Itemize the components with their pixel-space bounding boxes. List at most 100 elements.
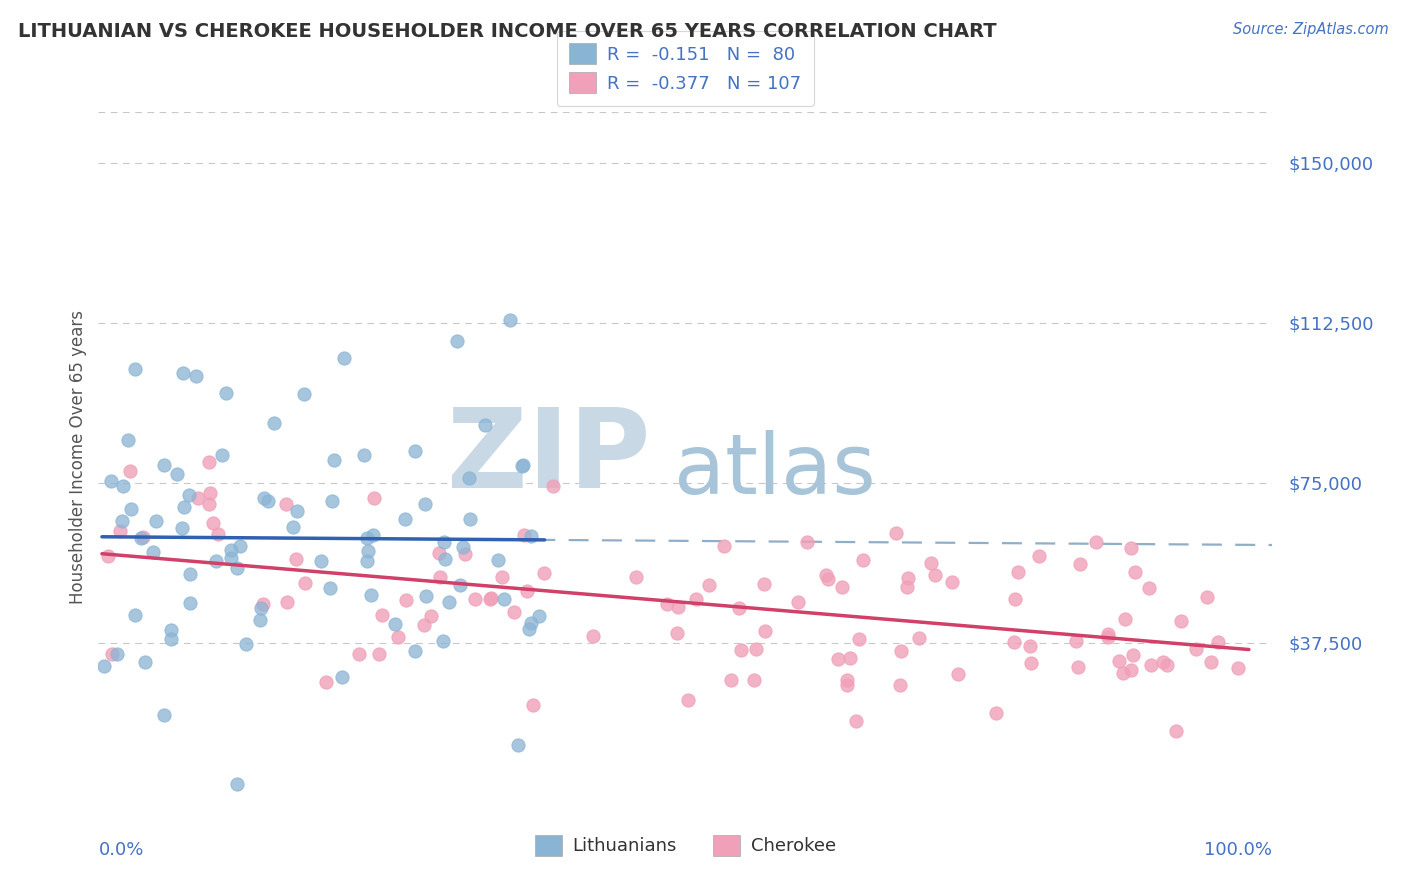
Text: Source: ZipAtlas.com: Source: ZipAtlas.com [1233,22,1389,37]
Point [111,514,134,528]
Point [699,578,721,592]
Point [1122,648,1144,662]
Point [173,500,195,515]
Point [145,514,167,528]
Point [946,667,969,681]
Point [281,520,304,534]
Point [177,488,200,502]
Point [479,591,502,605]
Point [252,597,274,611]
Point [357,543,380,558]
Point [413,497,436,511]
Point [124,607,146,622]
Point [179,596,201,610]
Point [510,458,533,473]
Point [838,650,860,665]
Point [229,539,252,553]
Point [845,714,868,728]
Point [1199,655,1222,669]
Point [205,554,228,568]
Point [211,449,233,463]
Point [527,609,550,624]
Point [225,561,247,575]
Point [512,458,534,473]
Point [256,494,278,508]
Point [852,552,875,566]
Point [494,591,516,606]
Point [249,613,271,627]
Point [93,659,115,673]
Point [315,675,337,690]
Point [1164,723,1187,738]
Point [941,574,963,589]
Point [263,416,285,430]
Point [101,648,124,662]
Point [1152,655,1174,669]
Point [449,578,471,592]
Point [1185,641,1208,656]
Text: atlas: atlas [673,431,876,511]
Point [1170,614,1192,628]
Point [179,566,201,581]
Point [361,528,384,542]
Point [1064,634,1087,648]
Point [499,313,522,327]
Point [1206,635,1229,649]
Point [404,444,426,458]
Point [100,475,122,489]
Point [394,512,416,526]
Point [1123,565,1146,579]
Point [384,617,406,632]
Point [786,595,808,609]
Point [371,607,394,622]
Point [172,520,194,534]
Point [837,673,859,688]
Point [415,589,437,603]
Point [541,479,564,493]
Point [111,479,134,493]
Point [318,581,340,595]
Point [506,739,529,753]
Point [1139,581,1161,595]
Text: 0.0%: 0.0% [98,841,143,859]
Point [253,491,276,505]
Point [742,673,765,687]
Point [219,551,242,566]
Point [1108,654,1130,668]
Point [474,417,496,432]
Point [333,351,356,366]
Point [1097,627,1119,641]
Point [1069,557,1091,571]
Point [884,526,907,541]
Point [105,648,128,662]
Point [142,545,165,559]
Point [1028,549,1050,564]
Point [160,623,183,637]
Point [454,547,477,561]
Point [235,637,257,651]
Point [432,633,454,648]
Point [187,491,209,505]
Point [503,605,526,619]
Point [713,539,735,553]
Point [1097,630,1119,644]
Point [433,535,456,549]
Point [404,644,426,658]
Point [1067,660,1090,674]
Point [517,622,540,636]
Point [413,617,436,632]
Point [395,592,418,607]
Point [522,698,544,712]
Point [655,597,678,611]
Y-axis label: Householder Income Over 65 years: Householder Income Over 65 years [69,310,87,604]
Point [907,631,929,645]
Point [321,493,343,508]
Point [796,534,818,549]
Point [249,601,271,615]
Point [512,528,534,542]
Point [515,583,537,598]
Point [439,595,461,609]
Point [356,531,378,545]
Point [1114,612,1136,626]
Point [754,624,776,639]
